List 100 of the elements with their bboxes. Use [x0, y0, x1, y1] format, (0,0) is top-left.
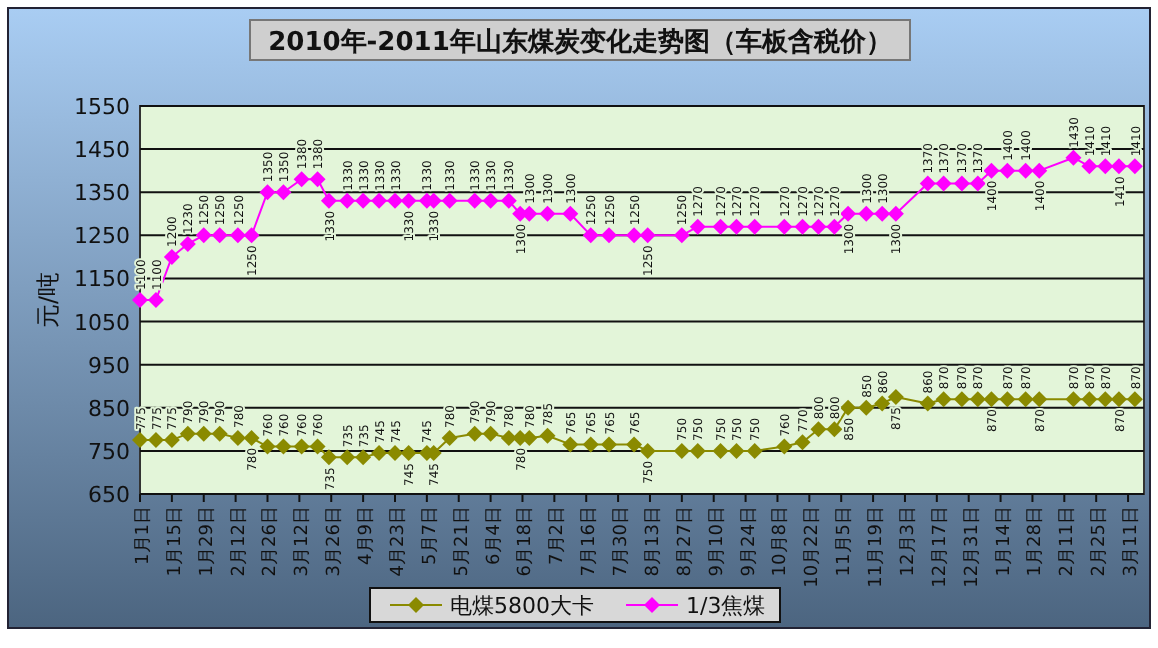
point [626, 436, 643, 453]
point [582, 227, 599, 244]
point [163, 248, 180, 265]
point [293, 171, 310, 188]
x-tick-label: 6月18日 [516, 506, 537, 577]
point [1065, 149, 1082, 166]
y-tick-label: 1350 [74, 180, 130, 207]
x-tick-label: 12月17日 [930, 506, 951, 588]
x-tick-label: 10月8日 [771, 506, 792, 577]
point [728, 218, 745, 235]
point [400, 192, 417, 209]
legend-label: 1/3焦煤 [686, 593, 766, 619]
point [562, 205, 579, 222]
point [1126, 391, 1143, 408]
point [600, 436, 617, 453]
point [1017, 391, 1034, 408]
y-tick-label: 750 [88, 438, 130, 465]
x-tick-label: 4月9日 [357, 506, 378, 565]
x-tick-label: 5月7日 [420, 506, 441, 565]
x-tick-label: 1月29日 [197, 506, 218, 577]
y-axis-title: 元/吨 [34, 271, 62, 329]
x-tick-label: 9月10日 [707, 506, 728, 577]
point [1126, 158, 1143, 175]
point [259, 438, 276, 455]
point [794, 218, 811, 235]
point [746, 442, 763, 459]
point [1031, 162, 1048, 179]
point [858, 205, 875, 222]
x-tick-label: 7月2日 [548, 506, 569, 565]
x-tick-label: 2月25日 [1090, 506, 1111, 577]
x-tick-label: 3月11日 [1122, 506, 1143, 577]
x-tick-label: 3月26日 [325, 506, 346, 577]
point [935, 175, 952, 192]
point [840, 205, 857, 222]
point [887, 389, 904, 405]
point [441, 429, 458, 446]
y-tick-label: 950 [88, 352, 130, 379]
x-tick-label: 1月28日 [1026, 506, 1047, 577]
point [1097, 391, 1114, 408]
y-tick-label: 650 [88, 482, 130, 508]
y-tick-label: 850 [88, 395, 130, 422]
x-tick-label: 9月24日 [739, 506, 760, 577]
x-tick-label: 1月15日 [165, 506, 186, 577]
point [874, 395, 891, 412]
point [320, 449, 337, 466]
point [1017, 162, 1034, 179]
point [195, 425, 212, 442]
point [826, 218, 843, 235]
point [482, 192, 499, 209]
x-tick-label: 5月21日 [452, 506, 473, 577]
x-tick-label: 8月13日 [643, 506, 664, 577]
point [826, 421, 843, 438]
point [1097, 158, 1114, 175]
point [639, 442, 656, 459]
point [840, 399, 857, 416]
point [999, 162, 1016, 179]
y-tick-label: 1450 [74, 137, 130, 164]
point [673, 227, 690, 244]
x-tick-label: 2月26日 [261, 506, 282, 577]
x-tick-label: 11月5日 [835, 506, 856, 577]
x-tick-label: 6月4日 [484, 506, 505, 565]
point [466, 425, 483, 442]
point [689, 442, 706, 459]
point [179, 235, 196, 252]
point [355, 449, 372, 466]
point [1065, 391, 1082, 408]
x-tick-label: 12月3日 [898, 506, 919, 577]
y-tick-label: 1050 [74, 309, 130, 336]
x-tick-label: 11月19日 [867, 506, 888, 588]
point [1110, 391, 1127, 408]
point [626, 227, 643, 244]
point [1081, 158, 1098, 175]
point [371, 192, 388, 209]
point [919, 395, 936, 412]
point [229, 227, 246, 244]
point [243, 227, 260, 244]
y-tick-label: 1150 [74, 266, 130, 293]
point [243, 429, 260, 446]
point [339, 449, 356, 466]
point [211, 425, 228, 442]
point [776, 218, 793, 235]
point [179, 425, 196, 442]
point [935, 391, 952, 408]
point [712, 218, 729, 235]
point [441, 192, 458, 209]
x-tick-label: 7月30日 [612, 506, 633, 577]
point [858, 399, 875, 416]
point [969, 175, 986, 192]
point [728, 442, 745, 459]
x-tick-label: 1月14日 [994, 506, 1015, 577]
x-tick-label: 2月11日 [1058, 506, 1079, 577]
x-tick-label: 12月31日 [962, 506, 983, 588]
y-tick-label: 1550 [74, 94, 130, 120]
legend-label: 电煤5800大卡 [450, 593, 594, 619]
point [983, 162, 1000, 179]
point [500, 429, 517, 446]
point [776, 438, 793, 455]
point [195, 227, 212, 244]
point [339, 192, 356, 209]
point [953, 175, 970, 192]
